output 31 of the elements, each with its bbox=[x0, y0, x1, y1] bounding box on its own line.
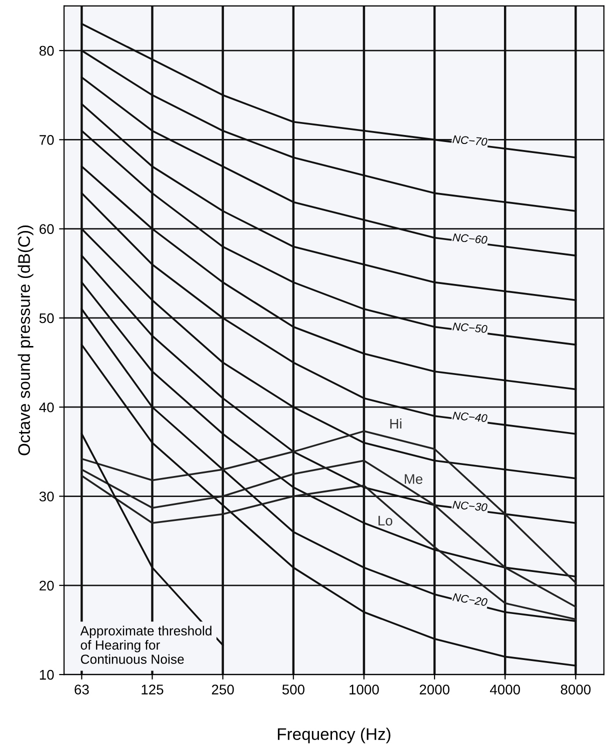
x-tick-label: 2000 bbox=[420, 684, 450, 694]
x-tick-label: 8000 bbox=[560, 684, 591, 694]
x-tick-label: 500 bbox=[282, 684, 304, 694]
y-tick-label: 30 bbox=[39, 492, 54, 502]
y-tick-label: 40 bbox=[39, 402, 54, 412]
line-series bbox=[80, 460, 577, 608]
y-tick-label: 80 bbox=[39, 46, 54, 56]
y-axis-title: Octave sound pressure (dB(C)) bbox=[18, 226, 34, 456]
y-tick-label: 10 bbox=[40, 670, 54, 680]
annotation: Approximate threshold of Hearing for Continuous Noise bbox=[80, 626, 212, 664]
series-label: NC−60 bbox=[452, 233, 488, 244]
line-series bbox=[80, 430, 577, 584]
series-label: NC−70 bbox=[452, 135, 488, 146]
y-tick-label: 20 bbox=[40, 580, 54, 591]
series-label: Hi bbox=[390, 418, 402, 429]
line-series bbox=[80, 474, 577, 620]
x-tick-label: 63 bbox=[74, 684, 89, 694]
series-label: Lo bbox=[378, 516, 392, 526]
series-label: NC−40 bbox=[452, 412, 488, 422]
x-tick-label: 1000 bbox=[350, 684, 379, 694]
x-axis-title: Frequency (Hz) bbox=[278, 728, 390, 744]
series-label: NC−30 bbox=[452, 500, 488, 512]
series-label: NC−50 bbox=[452, 322, 488, 334]
y-tick-label: 50 bbox=[39, 313, 54, 324]
y-tick-label: 70 bbox=[40, 135, 54, 145]
x-tick-label: 4000 bbox=[490, 684, 520, 694]
x-tick-label: 250 bbox=[212, 684, 234, 694]
text: NC−20 bbox=[452, 592, 488, 606]
y-tick-label: 60 bbox=[40, 224, 54, 234]
series-label: Me bbox=[404, 474, 422, 484]
x-tick-label: 125 bbox=[142, 684, 164, 694]
